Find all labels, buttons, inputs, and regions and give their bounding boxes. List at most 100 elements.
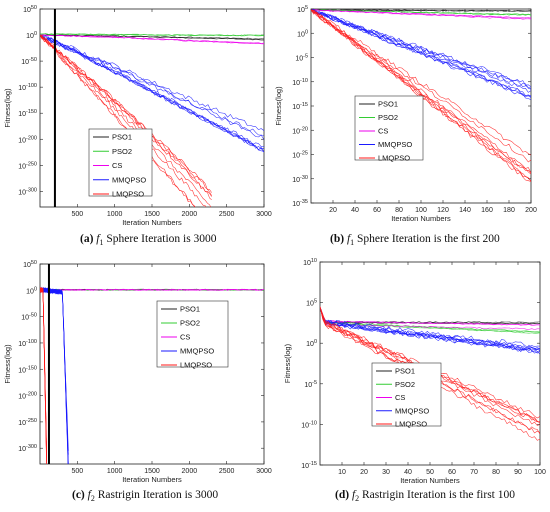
y-tick-label: 10-25 bbox=[292, 151, 308, 160]
legend-label: MMQPSO bbox=[378, 140, 412, 149]
legend-label: LMQPSO bbox=[378, 154, 410, 163]
subfigure-caption: (c) f2 Rastrigin Iteration is 3000 bbox=[72, 489, 218, 503]
series-line-pso2 bbox=[311, 9, 531, 16]
legend-label: CS bbox=[180, 333, 190, 342]
series-line-mmqpso bbox=[320, 306, 540, 348]
series-line-mmqpso bbox=[320, 306, 540, 350]
legend-box bbox=[371, 362, 442, 427]
series-line-cs bbox=[311, 9, 531, 20]
y-tick-label: 10-300 bbox=[18, 187, 37, 196]
plot-area bbox=[39, 263, 265, 465]
series-mmqpso bbox=[320, 306, 540, 355]
x-tick-label: 30 bbox=[382, 469, 390, 476]
series-line-mmqpso bbox=[320, 306, 540, 352]
x-tick-label: 20 bbox=[329, 207, 337, 214]
x-tick-label: 40 bbox=[404, 469, 412, 476]
chart-panel-a: 500 1000 1500 2000 2500 3000 1050 100 10-50 10-10… bbox=[3, 5, 272, 247]
subfigure-caption: (d) f2 Rastrigin Iteration is the first … bbox=[335, 489, 515, 503]
legend-label: PSO1 bbox=[395, 367, 415, 376]
series-line-pso1 bbox=[320, 306, 540, 324]
series-cs bbox=[40, 34, 264, 45]
series-line-mmqpso bbox=[311, 9, 531, 88]
y-axis-label: Fitness(log) bbox=[274, 86, 283, 126]
chart-panel-c: 500 1000 1500 2000 2500 3000 1050 100 10-50 10-10… bbox=[3, 260, 272, 503]
series-line-pso1 bbox=[40, 34, 264, 40]
x-tick-label: 1500 bbox=[144, 211, 160, 218]
legend-label: CS bbox=[112, 161, 122, 170]
x-tick-label: 3000 bbox=[256, 468, 272, 475]
legend-label: LMQPSO bbox=[112, 190, 144, 199]
series-cs bbox=[311, 9, 531, 20]
y-tick-label: 100 bbox=[306, 339, 317, 348]
y-tick-label: 10-10 bbox=[292, 78, 308, 87]
legend-label: PSO1 bbox=[180, 305, 200, 314]
legend-label: CS bbox=[378, 127, 388, 136]
series-lines bbox=[40, 286, 264, 464]
series-cs bbox=[40, 288, 264, 291]
series-line-lmqpso bbox=[311, 9, 531, 156]
series-mmqpso bbox=[311, 9, 531, 100]
y-tick-label: 10-5 bbox=[304, 380, 317, 389]
series-lines bbox=[40, 33, 264, 207]
x-tick-label: 40 bbox=[351, 207, 359, 214]
y-tick-label: 100 bbox=[26, 31, 37, 40]
series-line-cs bbox=[40, 34, 264, 45]
y-tick-label: 10-250 bbox=[18, 418, 37, 427]
legend-label: MMQPSO bbox=[180, 347, 214, 356]
series-line-mmqpso bbox=[40, 34, 264, 150]
series-line-lmqpso bbox=[40, 34, 196, 207]
y-tick-label: 1050 bbox=[23, 5, 37, 14]
x-axis-label: Iteration Numbers bbox=[122, 218, 182, 227]
y-tick-label: 10-200 bbox=[18, 392, 37, 401]
x-tick-label: 3000 bbox=[256, 211, 272, 218]
x-tick-label: 200 bbox=[525, 207, 537, 214]
chart-panel-d: 10 20 30 40 50 60 70 80 90 100 1010 105 100 10-5 10-10… bbox=[283, 258, 546, 503]
y-tick-label: 100 bbox=[26, 286, 37, 295]
y-tick-label: 10-150 bbox=[18, 109, 37, 118]
series-lmqpso bbox=[311, 9, 531, 182]
series-line-lmqpso bbox=[40, 287, 47, 452]
y-tick-label: 105 bbox=[297, 5, 308, 14]
series-line-cs bbox=[320, 306, 540, 326]
series-line-cs bbox=[320, 306, 540, 326]
series-pso2 bbox=[40, 33, 264, 37]
y-tick-label: 10-20 bbox=[292, 126, 308, 135]
legend-label: PSO2 bbox=[395, 380, 415, 389]
x-tick-label: 80 bbox=[395, 207, 403, 214]
y-tick-label: 1050 bbox=[23, 260, 37, 269]
y-tick-label: 10-5 bbox=[295, 54, 308, 63]
legend-box bbox=[88, 128, 153, 197]
x-tick-label: 80 bbox=[492, 469, 500, 476]
legend-label: CS bbox=[395, 393, 405, 402]
subfigure-caption: (a) f1 Sphere Iteration is 3000 bbox=[80, 233, 217, 247]
series-line-lmqpso bbox=[40, 34, 212, 197]
series-line-mmqpso bbox=[311, 9, 531, 98]
legend-label: PSO2 bbox=[112, 147, 132, 156]
y-tick-label: 10-300 bbox=[18, 444, 37, 453]
x-tick-label: 1000 bbox=[107, 211, 123, 218]
series-mmqpso bbox=[40, 286, 69, 464]
legend-label: PSO2 bbox=[378, 113, 398, 122]
x-tick-label: 180 bbox=[503, 207, 515, 214]
legend-label: PSO1 bbox=[112, 133, 132, 142]
y-tick-label: 10-100 bbox=[18, 83, 37, 92]
x-tick-label: 50 bbox=[426, 469, 434, 476]
legend-label: PSO1 bbox=[378, 100, 398, 109]
series-line-cs bbox=[311, 9, 531, 19]
series-line-lmqpso bbox=[311, 9, 531, 175]
series-line-mmqpso bbox=[311, 9, 531, 100]
x-tick-label: 60 bbox=[373, 207, 381, 214]
y-tick-label: 10-10 bbox=[301, 420, 317, 429]
series-line-lmqpso bbox=[311, 9, 531, 182]
series-line-mmqpso bbox=[40, 34, 264, 131]
x-tick-label: 20 bbox=[360, 469, 368, 476]
y-tick-label: 105 bbox=[306, 299, 317, 308]
x-tick-label: 120 bbox=[437, 207, 449, 214]
series-line-mmqpso bbox=[320, 306, 540, 351]
series-line-pso1 bbox=[311, 9, 531, 12]
x-tick-label: 1000 bbox=[107, 468, 123, 475]
y-tick-label: 10-15 bbox=[292, 102, 308, 111]
legend-box bbox=[156, 300, 229, 368]
x-tick-label: 100 bbox=[534, 469, 546, 476]
x-tick-label: 90 bbox=[514, 469, 522, 476]
